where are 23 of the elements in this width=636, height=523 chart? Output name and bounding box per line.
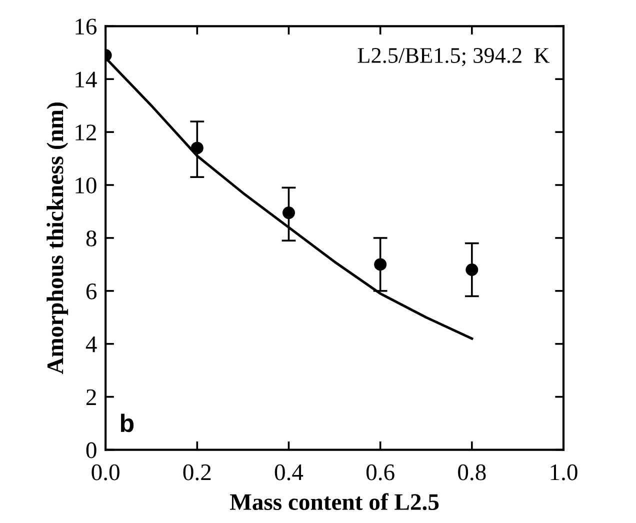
y-tick-label: 12 [76,124,96,140]
y-tick-label: 14 [76,72,97,88]
x-tick-label: 0.4 [274,464,304,480]
y-tick-label: 0 [86,442,96,458]
x-tick-label: 1.0 [550,464,578,480]
annotation: L2.5/BE1.5; 394.2 K [358,48,550,66]
annotation: b [120,414,134,432]
y-tick-label: 6 [86,283,97,300]
x-tick-label: 0.0 [92,464,120,480]
x-tick-label: 0.2 [183,464,211,480]
point [282,206,295,220]
point [374,258,387,271]
x-axis-title: Mass content of L2.5 [230,493,439,510]
y-tick-label: 2 [86,389,96,406]
y-tick-label: 4 [86,336,97,352]
point [190,142,204,154]
y-axis-title: Amorphous thickness (nm) [46,102,68,374]
y-tick-label: 16 [76,18,97,35]
x-tick-label: 0.8 [458,464,486,480]
point [466,263,478,276]
y-tick-label: 8 [86,230,96,246]
x-tick-label: 0.6 [366,464,394,480]
y-tick-label: 10 [76,178,96,194]
